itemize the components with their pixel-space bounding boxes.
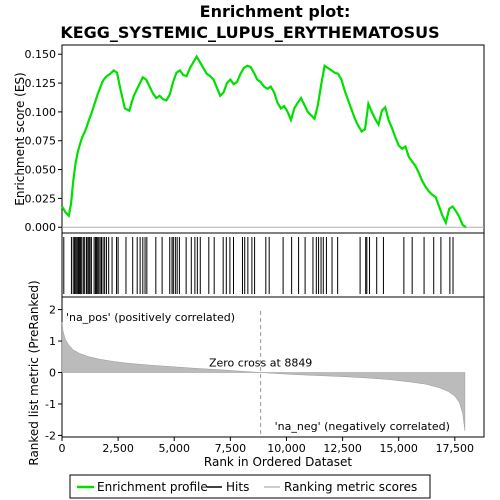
negative-correlation-label: 'na_neg' (negatively correlated) bbox=[275, 420, 450, 433]
x-tick-label: 7,500 bbox=[215, 442, 247, 455]
metric-y-tick-label: 2 bbox=[49, 304, 56, 317]
x-axis-title: Rank in Ordered Dataset bbox=[204, 455, 352, 469]
enrichment-profile-line bbox=[61, 54, 467, 229]
x-tick-label: 15,000 bbox=[379, 442, 418, 455]
legend-label-enrichment-profile: Enrichment profile bbox=[97, 480, 208, 494]
es-y-tick-label: 0.050 bbox=[25, 164, 57, 177]
es-y-tick-label: 0.125 bbox=[25, 77, 57, 90]
zero-cross-label: Zero cross at 8849 bbox=[209, 357, 312, 370]
es-y-tick-label: 0.025 bbox=[25, 192, 57, 205]
hits-panel-frame bbox=[61, 232, 485, 298]
x-tick-label: 5,000 bbox=[158, 442, 190, 455]
metric-y-axis-title: Ranked list metric (PreRanked) bbox=[27, 280, 41, 465]
legend-frame bbox=[69, 474, 431, 499]
x-tick-label: 0 bbox=[59, 442, 66, 455]
metric-panel: Zero cross at 8849 'na_pos' (positively … bbox=[27, 280, 485, 469]
ranking-metric-area bbox=[61, 322, 466, 431]
legend-label-hits: Hits bbox=[226, 480, 249, 494]
x-tick-label: 2,500 bbox=[102, 442, 134, 455]
positive-correlation-label: 'na_pos' (positively correlated) bbox=[66, 311, 235, 324]
metric-y-tick-label: 0 bbox=[49, 367, 56, 380]
legend: Enrichment profile Hits Ranking metric s… bbox=[69, 474, 431, 499]
metric-y-tick-label: -1 bbox=[45, 398, 56, 411]
metric-y-tick-label: -2 bbox=[45, 429, 56, 442]
hits-panel bbox=[61, 232, 485, 298]
plot-title-line1: Enrichment plot: bbox=[200, 2, 351, 21]
x-tick-label: 10,000 bbox=[267, 442, 306, 455]
es-y-axis-title: Enrichment score (ES) bbox=[13, 72, 27, 205]
x-tick-label: 17,500 bbox=[436, 442, 475, 455]
legend-label-ranking-metric: Ranking metric scores bbox=[284, 480, 417, 494]
es-y-tick-label: 0.075 bbox=[25, 135, 57, 148]
x-tick-label: 12,500 bbox=[323, 442, 362, 455]
es-y-tick-label: 0.000 bbox=[25, 221, 57, 234]
es-panel-frame bbox=[61, 44, 485, 234]
plot-title-line2: KEGG_SYSTEMIC_LUPUS_ERYTHEMATOSUS bbox=[60, 23, 439, 42]
es-y-tick-label: 0.100 bbox=[25, 106, 57, 119]
es-panel: 0.000 0.025 0.050 0.075 0.100 0.125 0.150 Enri… bbox=[13, 44, 485, 234]
es-y-tick-label: 0.150 bbox=[25, 48, 57, 61]
metric-y-tick-label: 1 bbox=[49, 335, 56, 348]
